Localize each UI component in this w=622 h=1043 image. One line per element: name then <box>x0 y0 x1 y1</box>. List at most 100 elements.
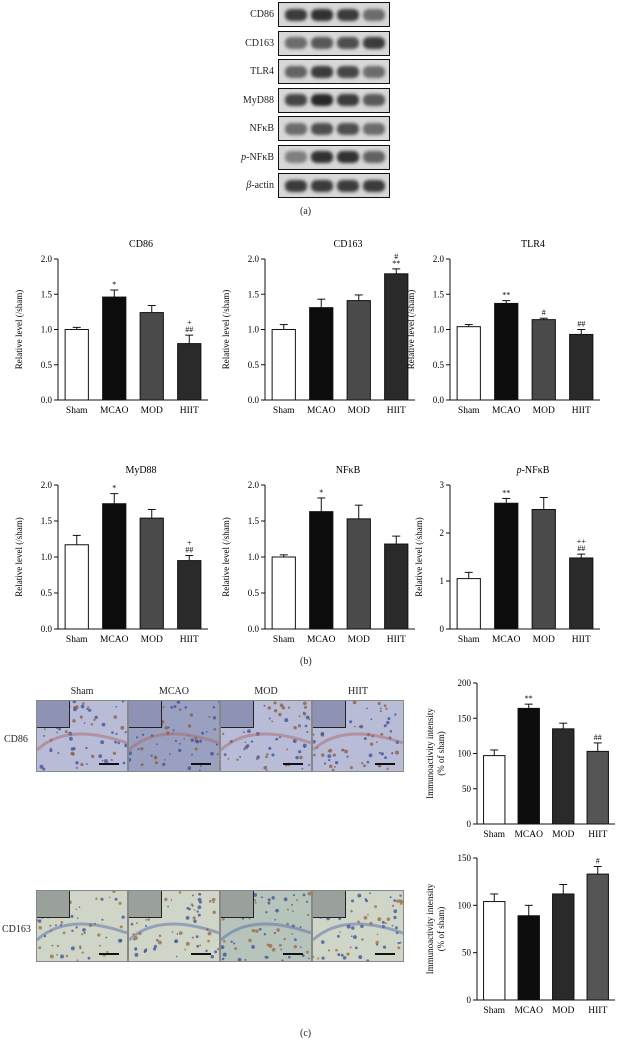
column-label-mcao: MCAO <box>158 686 189 697</box>
x-tick-label: HIIT <box>180 635 199 645</box>
y-tick-label: 2 <box>440 528 445 538</box>
cell-nucleus <box>351 926 355 930</box>
cell-nucleus <box>336 934 340 938</box>
cell-nucleus <box>100 897 104 901</box>
bar <box>271 329 296 401</box>
x-tick-label: MCAO <box>514 1006 543 1016</box>
bar <box>139 517 164 630</box>
blot-band <box>285 151 307 163</box>
cell-nucleus <box>266 956 269 959</box>
cell-nucleus <box>367 913 369 916</box>
bar <box>309 307 334 401</box>
x-tick-label: HIIT <box>180 406 199 416</box>
blot-strip <box>278 30 390 56</box>
cell-nucleus <box>72 701 77 704</box>
cell-nucleus <box>178 931 183 935</box>
cell-nucleus <box>129 757 132 762</box>
cell-nucleus <box>286 748 289 751</box>
bar <box>569 333 594 401</box>
micrograph-texture <box>129 891 219 959</box>
tissue-structure <box>221 732 311 752</box>
cell-nucleus <box>176 701 181 704</box>
cell-nucleus <box>164 897 168 902</box>
cell-nucleus <box>42 767 46 771</box>
cell-nucleus <box>199 944 202 947</box>
cell-nucleus <box>114 740 117 744</box>
cell-nucleus <box>101 722 106 727</box>
cell-nucleus <box>190 738 195 742</box>
bar <box>531 319 556 401</box>
x-tick-label: HIIT <box>588 830 607 840</box>
cell-nucleus <box>233 942 236 945</box>
cell-nucleus <box>266 769 268 771</box>
y-tick-label: 0.0 <box>433 395 445 405</box>
cell-nucleus <box>222 732 225 736</box>
blot-band <box>363 122 385 135</box>
bar <box>309 511 334 630</box>
cell-nucleus <box>271 753 275 757</box>
y-tick-label: 0.5 <box>41 588 53 598</box>
cell-nucleus <box>399 894 402 897</box>
cell-nucleus <box>81 951 84 954</box>
cell-nucleus <box>174 940 177 943</box>
cell-nucleus <box>361 762 364 765</box>
panel-label-a: (a) <box>300 206 312 217</box>
cell-nucleus <box>377 917 382 922</box>
cell-nucleus <box>386 917 391 921</box>
cell-nucleus <box>297 724 302 728</box>
cell-nucleus <box>194 747 198 751</box>
cell-nucleus <box>255 929 259 933</box>
cell-nucleus <box>65 954 69 958</box>
cell-nucleus <box>352 701 357 705</box>
micrograph-inset <box>313 701 346 728</box>
micrograph-image <box>36 700 128 772</box>
cell-nucleus <box>213 727 217 731</box>
x-tick-label: Sham <box>458 406 480 416</box>
cell-nucleus <box>303 746 306 749</box>
chart-title: CD86 <box>129 239 153 250</box>
row-label-cd163: CD163 <box>2 924 31 935</box>
bar <box>483 901 506 1001</box>
cell-nucleus <box>267 899 271 902</box>
tissue-structure <box>37 922 127 942</box>
cell-nucleus <box>234 947 238 951</box>
cell-nucleus <box>178 708 182 711</box>
cell-nucleus <box>87 956 91 960</box>
y-tick-label: 3 <box>440 480 445 490</box>
cell-nucleus <box>236 758 239 761</box>
cell-nucleus <box>298 715 301 718</box>
blot-band <box>311 65 333 78</box>
cell-nucleus <box>265 755 268 759</box>
cell-nucleus <box>327 750 330 752</box>
cell-nucleus <box>302 893 306 897</box>
cell-nucleus <box>251 945 255 949</box>
y-tick-label: 100 <box>458 749 472 759</box>
cell-nucleus <box>382 945 387 949</box>
cell-nucleus <box>152 947 157 951</box>
x-tick-label: MOD <box>552 830 574 840</box>
cell-nucleus <box>192 894 194 897</box>
cell-nucleus <box>346 952 350 956</box>
cell-nucleus <box>216 947 219 951</box>
blot-band <box>337 37 359 49</box>
cell-nucleus <box>363 737 367 741</box>
bar <box>64 329 89 401</box>
cell-nucleus <box>386 720 390 725</box>
x-tick-label: Sham <box>273 635 295 645</box>
cell-nucleus <box>39 764 44 769</box>
tissue-structure <box>37 732 127 752</box>
significance-marker: ** <box>502 291 510 300</box>
cell-nucleus <box>210 751 214 756</box>
micrograph-inset <box>221 701 254 728</box>
cell-nucleus <box>279 703 284 708</box>
cell-nucleus <box>214 950 218 954</box>
significance-marker: ## <box>594 733 602 742</box>
bar <box>586 750 609 825</box>
micrograph-inset <box>129 891 162 918</box>
blot-band <box>363 179 385 192</box>
cell-nucleus <box>358 955 363 960</box>
cell-nucleus <box>292 739 297 743</box>
scale-bar <box>283 953 303 955</box>
x-tick-label: MCAO <box>100 635 129 645</box>
chart-title-text: CD163 <box>334 239 363 250</box>
